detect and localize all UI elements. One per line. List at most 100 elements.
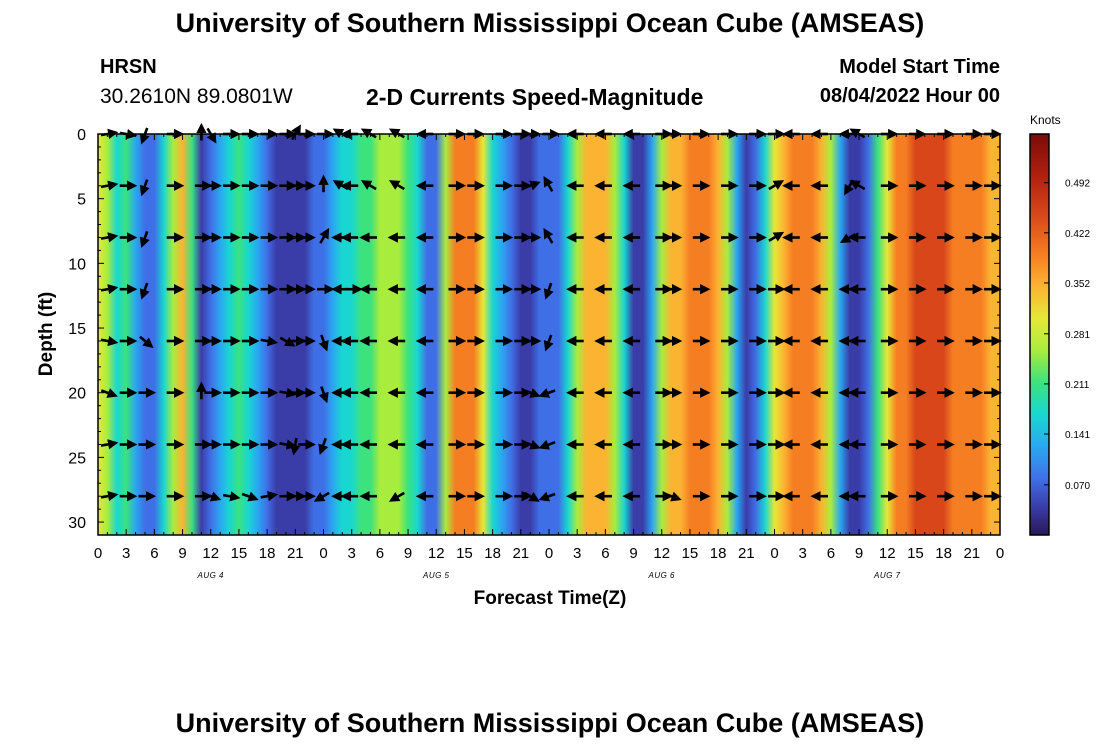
x-tick-label: 9 — [629, 545, 637, 562]
y-tick-label: 15 — [68, 321, 86, 338]
x-tick-label: 0 — [94, 545, 102, 562]
current-vector-arrow — [241, 491, 259, 502]
current-vector-arrow — [100, 388, 118, 398]
date-label: AUG 6 — [647, 571, 675, 580]
x-tick-label: 6 — [150, 545, 158, 562]
current-vector-arrow — [100, 232, 119, 243]
current-vector-arrow — [313, 491, 330, 502]
current-vector-arrow — [222, 491, 241, 502]
station-name: HRSN — [100, 56, 157, 78]
current-vector-arrow — [318, 386, 329, 404]
x-tick-label: 18 — [259, 545, 276, 562]
current-vector-arrow — [538, 491, 556, 502]
current-vector-arrow — [388, 491, 405, 502]
x-tick-label: 6 — [376, 545, 384, 562]
current-vector-arrow — [523, 180, 541, 191]
current-vector-arrow — [204, 491, 222, 502]
current-vector-arrow — [318, 334, 329, 352]
model-start-value: 08/04/2022 Hour 00 — [819, 85, 1000, 107]
x-tick-label: 15 — [456, 545, 473, 562]
x-tick-label: 9 — [178, 545, 186, 562]
x-tick-label: 12 — [653, 545, 670, 562]
y-tick-label: 30 — [68, 515, 86, 532]
chart-title: 2-D Currents Speed-Magnitude — [366, 84, 704, 110]
current-vector-arrow — [318, 437, 329, 456]
current-vector-arrow — [100, 180, 119, 191]
colorbar-tick-label: 0.141 — [1065, 430, 1090, 441]
page-title: University of Southern Mississippi Ocean… — [175, 8, 925, 38]
footer-title: University of Southern Mississippi Ocean… — [175, 708, 925, 738]
current-vector-arrow — [768, 180, 785, 191]
current-vector-arrow — [543, 227, 554, 244]
date-label: AUG 5 — [422, 571, 450, 580]
x-tick-label: 0 — [319, 545, 327, 562]
x-tick-label: 12 — [202, 545, 219, 562]
current-vector-arrow — [849, 180, 866, 191]
current-vector-arrow — [664, 491, 682, 502]
colorbar-units: Knots — [1030, 113, 1061, 127]
x-tick-label: 6 — [827, 545, 835, 562]
current-vector-arrow — [139, 179, 150, 197]
x-tick-label: 6 — [601, 545, 609, 562]
current-speed-chart: 0.070 0.141 0.211 0.281 0.352 0.422 0.492 0 3 6 9… — [36, 122, 1090, 609]
x-tick-label: 18 — [935, 545, 952, 562]
current-vector-arrow — [543, 282, 554, 300]
y-tick-label: 25 — [68, 450, 86, 467]
y-axis-label: Depth (ft) — [36, 292, 57, 376]
current-vector-arrow — [388, 180, 405, 191]
station-coordinates: 30.2610N 89.0801W — [100, 85, 293, 108]
current-vector-arrow — [360, 180, 377, 191]
x-tick-label: 3 — [122, 545, 130, 562]
current-vector-arrow — [139, 230, 150, 249]
current-vector-arrow — [100, 490, 119, 502]
current-vector-arrow — [279, 336, 296, 347]
current-vector-arrow — [139, 335, 154, 349]
x-tick-label: 0 — [770, 545, 778, 562]
model-start-label: Model Start Time — [839, 56, 1000, 78]
current-vector-arrow — [768, 231, 785, 242]
x-tick-label: 15 — [231, 545, 248, 562]
current-vector-arrow — [139, 282, 150, 300]
current-vector-arrow — [543, 334, 554, 352]
current-vector-arrow — [538, 388, 556, 398]
current-vector-arrow — [290, 437, 301, 456]
x-tick-label: 18 — [710, 545, 727, 562]
x-tick-label: 9 — [404, 545, 412, 562]
colorbar — [1029, 133, 1050, 536]
x-tick-label: 18 — [484, 545, 501, 562]
current-vector-arrow — [543, 176, 554, 193]
x-axis-label: Forecast Time(Z) — [474, 588, 627, 609]
y-tick-label: 0 — [77, 127, 86, 144]
y-tick-label: 10 — [68, 256, 86, 273]
x-tick-label: 0 — [545, 545, 553, 562]
current-vector-arrow — [523, 388, 541, 398]
y-tick-label: 20 — [68, 386, 86, 403]
x-tick-label: 0 — [996, 545, 1004, 562]
current-vector-arrow — [538, 439, 556, 450]
x-tick-label: 21 — [738, 545, 755, 562]
current-vector-arrow — [523, 439, 541, 450]
colorbar-tick-label: 0.211 — [1065, 380, 1090, 391]
current-vector-arrow — [260, 335, 279, 347]
speed-heatmap — [98, 134, 1000, 535]
x-tick-label: 3 — [573, 545, 581, 562]
date-label: AUG 4 — [196, 571, 224, 580]
colorbar-tick-label: 0.352 — [1065, 279, 1090, 290]
colorbar-tick-label: 0.281 — [1065, 330, 1090, 341]
x-tick-label: 9 — [855, 545, 863, 562]
colorbar-tick-label: 0.070 — [1065, 481, 1090, 492]
colorbar-tick-label: 0.422 — [1065, 229, 1090, 240]
x-tick-label: 3 — [348, 545, 356, 562]
x-tick-label: 21 — [287, 545, 304, 562]
x-tick-label: 15 — [682, 545, 699, 562]
current-vector-arrow — [260, 490, 279, 502]
current-vector-arrow — [523, 491, 540, 502]
current-vector-arrow — [100, 439, 119, 450]
current-vector-arrow — [100, 335, 119, 347]
x-tick-label: 12 — [879, 545, 896, 562]
y-tick-label: 5 — [77, 192, 86, 209]
colorbar-tick-label: 0.492 — [1065, 179, 1090, 190]
x-tick-label: 15 — [907, 545, 924, 562]
x-tick-label: 12 — [428, 545, 445, 562]
x-tick-label: 3 — [799, 545, 807, 562]
